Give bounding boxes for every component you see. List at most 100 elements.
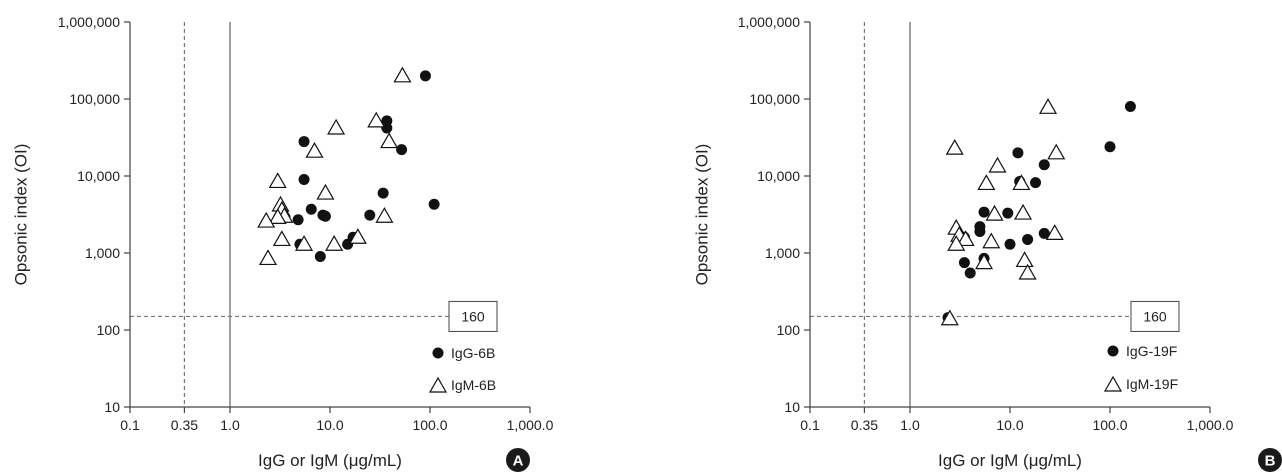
x-tick-label: 10.0 (316, 417, 343, 433)
y-tick-label: 1,000,000 (738, 14, 800, 30)
data-point-circle (1022, 233, 1034, 245)
data-point-circle (292, 214, 304, 226)
legend-marker-triangle (428, 376, 448, 393)
data-point-triangle (375, 207, 394, 223)
data-point-triangle (305, 141, 324, 158)
threshold-label: 160 (461, 308, 485, 324)
data-point-circle (1124, 100, 1136, 112)
y-tick-label: 10 (104, 399, 120, 415)
data-point-triangle (348, 228, 367, 244)
data-point-triangle (985, 204, 1004, 221)
y-axis-label: Opsonic index (OI) (11, 144, 30, 286)
series-igg-6b (292, 70, 440, 263)
x-tick-label: 1.0 (220, 417, 240, 433)
data-point-triangle (1012, 174, 1031, 191)
data-point-triangle (268, 172, 287, 189)
data-point-triangle (977, 174, 996, 191)
x-tick-label: 0.1 (800, 417, 820, 433)
x-tick-label: 100.0 (1092, 417, 1127, 433)
data-point-triangle (1018, 263, 1037, 280)
data-point-triangle (258, 249, 278, 266)
data-point-triangle (1013, 203, 1033, 220)
data-point-triangle (367, 111, 386, 128)
data-point-circle (974, 226, 986, 238)
data-point-triangle (327, 118, 346, 135)
x-tick-label: 0.35 (171, 417, 198, 433)
data-point-circle (964, 267, 976, 279)
data-point-triangle (956, 230, 975, 247)
x-tick-label: 0.35 (851, 417, 878, 433)
data-point-circle (319, 210, 331, 222)
data-point-circle (1038, 159, 1050, 171)
data-point-triangle (325, 235, 344, 251)
x-tick-label: 10.0 (996, 417, 1023, 433)
data-point-circle (428, 198, 440, 210)
x-tick-label: 100.0 (412, 417, 447, 433)
data-point-circle (298, 136, 310, 148)
data-point-circle (958, 257, 970, 269)
panel-badge-label: A (513, 453, 524, 470)
data-point-triangle (988, 156, 1007, 173)
data-point-triangle (393, 66, 412, 83)
data-point-circle (1012, 147, 1024, 159)
data-point-circle (381, 122, 393, 134)
legend-marker-circle (1107, 345, 1119, 357)
data-point-triangle (1015, 251, 1034, 268)
data-point-triangle (1047, 143, 1066, 160)
legend-marker-circle (432, 347, 444, 359)
panel-a: 160 10 100 1,000 10,000 100,000 1,000,000 0.1 0.… (11, 14, 554, 472)
data-point-circle (978, 206, 990, 218)
y-tick-label: 1,000 (765, 245, 800, 261)
data-point-circle (305, 203, 317, 215)
data-point-triangle (945, 138, 964, 155)
series-igm-19f (940, 98, 1066, 326)
data-point-circle (396, 144, 408, 156)
y-tick-label: 100,000 (749, 91, 800, 107)
data-point-circle (419, 70, 431, 82)
y-axis-label: Opsonic index (OI) (692, 144, 711, 286)
panel-badge-label: B (1265, 453, 1276, 470)
data-point-triangle (947, 235, 966, 251)
data-point-triangle (1038, 98, 1058, 114)
x-axis-label: IgG or IgM (μg/mL) (938, 451, 1082, 470)
panel-badge (506, 448, 530, 472)
panel-b: 160 10 100 1,000 10,000 100,000 1,000,000 0.1 0.… (692, 14, 1282, 472)
legend-marker-triangle (1103, 375, 1123, 392)
threshold-label: 160 (1143, 308, 1167, 324)
panel-badge (1258, 448, 1282, 472)
x-tick-label: 1,000.0 (507, 417, 554, 433)
y-tick-label: 1,000 (85, 245, 120, 261)
data-point-triangle (295, 235, 314, 251)
y-tick-label: 10,000 (757, 168, 800, 184)
data-point-circle (1104, 141, 1116, 153)
y-tick-label: 100 (777, 322, 801, 338)
data-point-triangle (316, 183, 335, 200)
legend-label: IgM-19F (1126, 376, 1178, 392)
legend-label: IgG-19F (1126, 343, 1177, 359)
data-point-circle (1030, 177, 1042, 189)
data-point-triangle (1045, 224, 1064, 240)
threshold-box (1130, 300, 1180, 332)
y-tick-label: 100,000 (69, 91, 120, 107)
x-tick-label: 1.0 (900, 417, 920, 433)
series-igm-6b (257, 66, 412, 266)
data-point-triangle (975, 253, 994, 270)
legend-label: IgG-6B (451, 345, 495, 361)
data-point-circle (364, 209, 376, 221)
series-igg-19f (942, 100, 1136, 324)
data-point-triangle (268, 208, 287, 224)
data-point-triangle (272, 230, 291, 247)
x-tick-label: 1,000.0 (1187, 417, 1234, 433)
data-point-triangle (257, 211, 276, 228)
y-tick-label: 10,000 (77, 168, 120, 184)
x-tick-label: 0.1 (120, 417, 140, 433)
data-point-circle (1038, 227, 1050, 239)
data-point-circle (314, 251, 326, 263)
data-point-circle (1004, 238, 1016, 250)
x-axis-label: IgG or IgM (μg/mL) (258, 451, 402, 470)
y-tick-label: 10 (784, 399, 800, 415)
data-point-circle (298, 174, 310, 186)
data-point-circle (377, 187, 389, 199)
data-point-triangle (982, 232, 1001, 249)
